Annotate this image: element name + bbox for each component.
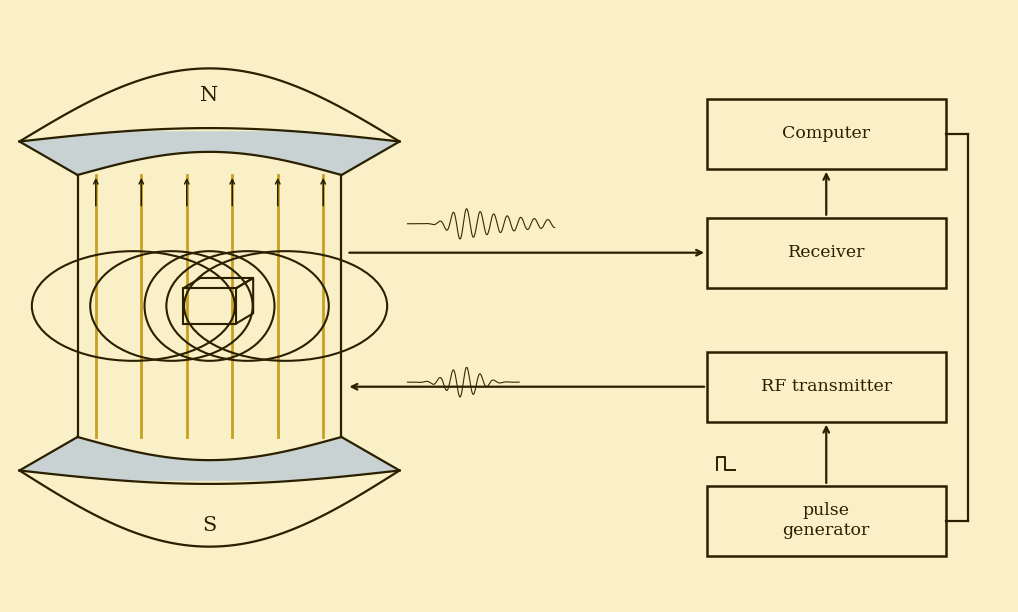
Polygon shape: [19, 128, 399, 175]
Text: N: N: [201, 86, 219, 105]
Text: Receiver: Receiver: [788, 244, 865, 261]
Polygon shape: [19, 69, 399, 141]
Bar: [706, 486, 946, 556]
Bar: [706, 352, 946, 422]
Bar: [706, 99, 946, 169]
Text: S: S: [203, 516, 217, 535]
Polygon shape: [19, 437, 399, 484]
Text: pulse
generator: pulse generator: [783, 502, 870, 539]
Polygon shape: [19, 471, 399, 547]
Text: RF transmitter: RF transmitter: [760, 378, 892, 395]
Text: Computer: Computer: [782, 125, 870, 143]
Bar: [706, 218, 946, 288]
